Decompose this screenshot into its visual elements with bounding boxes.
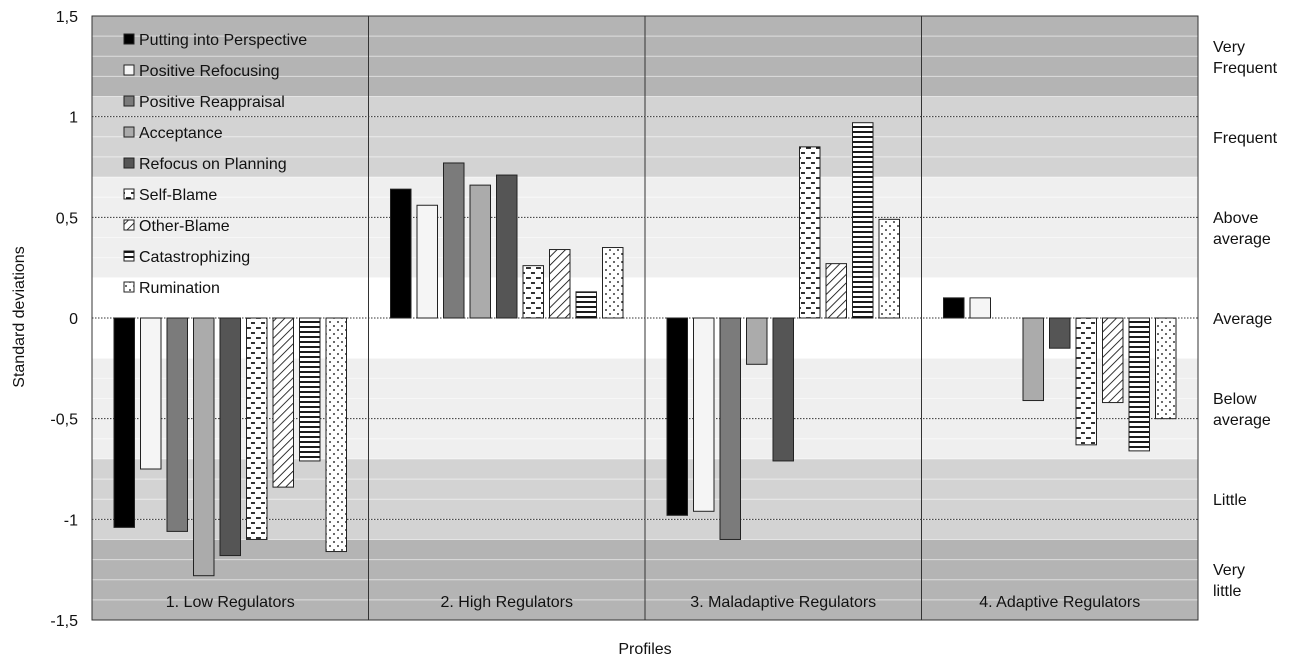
bar-catastrophizing-4 — [1128, 317, 1150, 452]
band-label-6: little — [1213, 583, 1242, 600]
y-tick-label: 1 — [69, 110, 78, 127]
bar-putting-into-perspective-3 — [666, 317, 688, 516]
category-label: 3. Maladaptive Regulators — [690, 594, 876, 611]
legend-swatch-self-blame — [123, 188, 135, 200]
bar-rumination-2 — [602, 247, 624, 319]
y-tick-label: -1 — [64, 512, 78, 529]
bar-self-blame-3 — [799, 146, 821, 319]
legend-label: Positive Refocusing — [139, 63, 280, 80]
category-label: 4. Adaptive Regulators — [979, 594, 1140, 611]
bar-positive-refocusing-4 — [969, 297, 991, 319]
legend-swatch-positive-refocusing — [123, 64, 135, 76]
y-axis-ticks: 1,5 1 0,5 0 -0,5 -1 -1,5 — [50, 9, 78, 630]
bar-catastrophizing-3 — [852, 122, 874, 319]
bar-rumination-4 — [1155, 317, 1177, 420]
bar-refocus-on-planning-3 — [772, 317, 794, 462]
legend-swatch-catastrophizing — [123, 250, 135, 262]
profile-labels: 1. Low Regulators 2. High Regulators 3. Ma… — [166, 594, 1140, 611]
bar-positive-refocusing-2 — [416, 204, 438, 319]
legend-label: Catastrophizing — [139, 249, 250, 266]
legend-label: Refocus on Planning — [139, 156, 287, 173]
band-label-2: Above — [1213, 210, 1258, 227]
bar-acceptance-3 — [746, 317, 768, 365]
bar-positive-refocusing-3 — [693, 317, 715, 512]
y-tick-label: 0,5 — [56, 210, 78, 227]
bar-positive-reappraisal-1 — [166, 317, 188, 532]
bar-acceptance-4 — [1022, 317, 1044, 402]
bar-other-blame-2 — [549, 249, 571, 319]
legend-label: Other-Blame — [139, 218, 230, 235]
bar-refocus-on-planning-4 — [1049, 317, 1071, 349]
bar-putting-into-perspective-4 — [943, 297, 965, 319]
category-label: 2. High Regulators — [440, 594, 573, 611]
band-label-3: Average — [1213, 311, 1272, 328]
bar-refocus-on-planning-1 — [219, 317, 241, 557]
legend-label: Acceptance — [139, 125, 223, 142]
band-label-4: average — [1213, 412, 1271, 429]
bar-other-blame-1 — [272, 317, 294, 488]
legend: Putting into Perspective Positive Refocus… — [123, 32, 307, 297]
legend-swatch-refocus-on-planning — [123, 157, 135, 169]
band-label-6: Very — [1213, 562, 1245, 579]
band-label-0: Very — [1213, 39, 1245, 56]
bar-refocus-on-planning-2 — [496, 174, 518, 319]
legend-swatch-putting-into-perspective — [123, 33, 135, 45]
legend-label: Self-Blame — [139, 187, 217, 204]
legend-swatch-rumination — [123, 281, 135, 293]
band-label-0: Frequent — [1213, 60, 1278, 77]
bar-rumination-3 — [878, 218, 900, 319]
band-label-1: Frequent — [1213, 130, 1278, 147]
bar-other-blame-3 — [825, 263, 847, 319]
bar-rumination-1 — [325, 317, 347, 553]
y-tick-label: 0 — [69, 311, 78, 328]
plot-frame — [91, 15, 1199, 621]
bar-catastrophizing-2 — [575, 291, 597, 319]
y-tick-label: -1,5 — [50, 613, 78, 630]
bar-acceptance-1 — [193, 317, 215, 577]
band-label-5: Little — [1213, 492, 1247, 509]
bar-catastrophizing-1 — [299, 317, 321, 462]
legend-label: Positive Reappraisal — [139, 94, 285, 111]
bar-positive-refocusing-1 — [140, 317, 162, 470]
band-label-4: Below — [1213, 391, 1257, 408]
bar-positive-reappraisal-2 — [443, 162, 465, 319]
bar-other-blame-4 — [1102, 317, 1124, 404]
y-tick-label: -0,5 — [50, 412, 78, 429]
bar-self-blame-1 — [246, 317, 268, 540]
legend-label: Rumination — [139, 280, 220, 297]
bar-positive-reappraisal-3 — [719, 317, 741, 540]
category-label: 1. Low Regulators — [166, 594, 295, 611]
bars — [113, 122, 1177, 577]
x-axis-title: Profiles — [618, 641, 671, 658]
bar-putting-into-perspective-2 — [390, 188, 412, 319]
legend-swatch-acceptance — [123, 126, 135, 138]
legend-label: Putting into Perspective — [139, 32, 307, 49]
bar-self-blame-2 — [522, 265, 544, 319]
bar-putting-into-perspective-1 — [113, 317, 135, 528]
bar-acceptance-2 — [469, 184, 491, 319]
y-tick-label: 1,5 — [56, 9, 78, 26]
legend-swatch-other-blame — [123, 219, 135, 231]
legend-swatch-positive-reappraisal — [123, 95, 135, 107]
band-labels: Very Frequent Frequent Above average Average B… — [1213, 39, 1278, 600]
band-label-2: average — [1213, 231, 1271, 248]
y-axis-title: Standard deviations — [11, 246, 28, 387]
bar-self-blame-4 — [1075, 317, 1097, 446]
